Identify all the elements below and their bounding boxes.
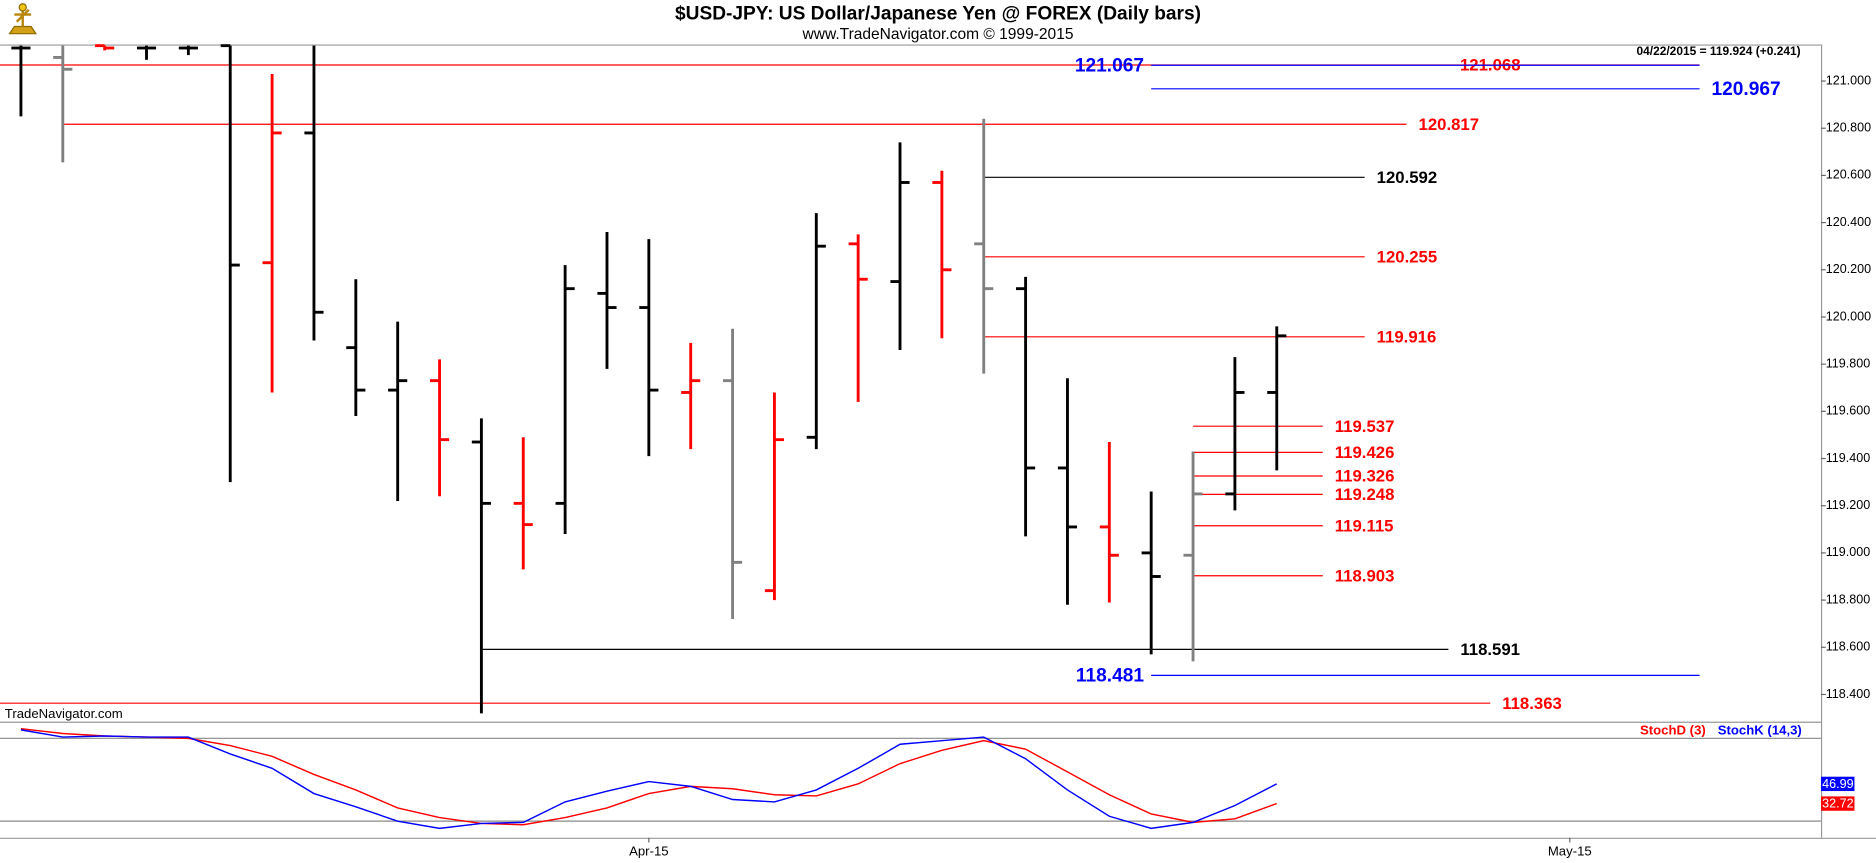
y-tick-label: 120.600 bbox=[1826, 168, 1871, 182]
legend-entry: StochD (3) bbox=[1640, 723, 1706, 738]
level-label: 119.248 bbox=[1335, 485, 1395, 504]
y-tick-label: 120.200 bbox=[1826, 262, 1871, 276]
level-label: 120.592 bbox=[1377, 168, 1438, 187]
last-price-info: 04/22/2015 = 119.924 (+0.241) bbox=[1636, 44, 1800, 58]
x-tick-label: May-15 bbox=[1548, 844, 1592, 859]
y-tick-label: 120.000 bbox=[1826, 309, 1871, 323]
stoch-line bbox=[20, 727, 1277, 826]
level-label: 118.591 bbox=[1460, 640, 1520, 659]
y-tick-label: 118.800 bbox=[1826, 592, 1870, 606]
y-tick-label: 120.400 bbox=[1826, 215, 1871, 229]
chart-title: $USD-JPY: US Dollar/Japanese Yen @ FOREX… bbox=[675, 4, 1201, 25]
level-label: 121.067 bbox=[1075, 55, 1144, 76]
level-label: 119.115 bbox=[1335, 516, 1394, 535]
level-label: 119.326 bbox=[1335, 467, 1395, 486]
y-tick-label: 119.200 bbox=[1826, 498, 1870, 512]
last-value-label: 32.72 bbox=[1822, 796, 1853, 810]
y-tick-label: 119.400 bbox=[1826, 451, 1870, 465]
level-label: 118.363 bbox=[1502, 694, 1562, 713]
legend-entry: StochK (14,3) bbox=[1718, 723, 1802, 738]
y-tick-label: 120.800 bbox=[1826, 121, 1871, 135]
logo bbox=[8, 3, 38, 35]
level-label: 120.967 bbox=[1712, 79, 1781, 100]
last-value-box bbox=[1820, 776, 1855, 792]
last-value-box bbox=[1820, 796, 1855, 811]
stoch-line bbox=[20, 729, 1278, 830]
level-label: 119.537 bbox=[1335, 417, 1395, 436]
last-value-label: 46.99 bbox=[1822, 777, 1853, 791]
y-tick-label: 118.600 bbox=[1826, 640, 1870, 654]
x-tick-label: Apr-15 bbox=[629, 844, 669, 859]
chart-subtitle: www.TradeNavigator.com © 1999-2015 bbox=[802, 26, 1074, 43]
level-label: 118.903 bbox=[1335, 566, 1395, 585]
watermark: TradeNavigator.com bbox=[5, 706, 123, 721]
level-label: 119.426 bbox=[1335, 443, 1395, 462]
level-label: 120.817 bbox=[1419, 115, 1480, 134]
y-tick-label: 119.000 bbox=[1826, 545, 1870, 559]
level-label: 119.916 bbox=[1377, 327, 1437, 346]
y-tick-label: 119.600 bbox=[1826, 404, 1870, 418]
y-tick-label: 118.400 bbox=[1826, 687, 1870, 701]
y-tick-label: 121.000 bbox=[1826, 73, 1871, 87]
level-label: 118.481 bbox=[1076, 666, 1144, 687]
y-tick-label: 119.800 bbox=[1826, 356, 1870, 370]
level-label: 120.255 bbox=[1377, 247, 1438, 266]
